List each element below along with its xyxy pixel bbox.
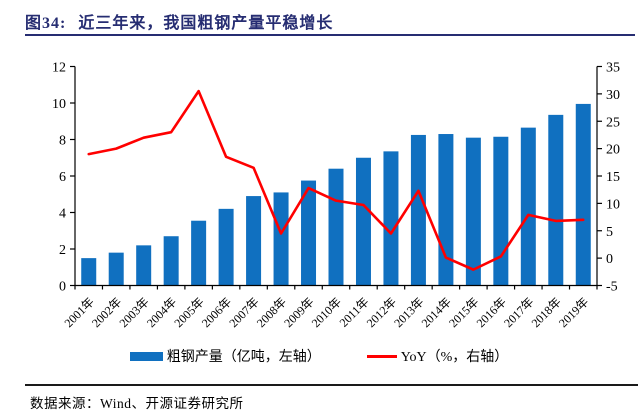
bar-2004年 xyxy=(163,236,179,286)
left-tick-label: 6 xyxy=(59,170,66,185)
yoy-line xyxy=(87,89,585,271)
right-tick-label: 25 xyxy=(606,115,620,130)
bar-2001年 xyxy=(81,258,97,286)
x-label-2011年: 2011年 xyxy=(337,295,372,330)
legend-label-line-series: YoY（%，右轴） xyxy=(400,350,509,365)
figure-number: 图34: xyxy=(25,15,67,32)
bar-2018年 xyxy=(548,114,564,286)
x-label-2017年: 2017年 xyxy=(501,295,536,330)
right-tick-label: -5 xyxy=(606,280,618,295)
x-label-2007年: 2007年 xyxy=(226,295,261,330)
bar-2012年 xyxy=(383,151,399,286)
bar-series-swatch xyxy=(129,351,163,361)
right-tick-label: 35 xyxy=(606,61,620,76)
left-tick-label: 8 xyxy=(59,134,66,149)
x-label-2001年: 2001年 xyxy=(61,295,96,330)
bar-2008年 xyxy=(273,192,289,286)
bar-2015年 xyxy=(465,137,481,286)
left-tick-label: 12 xyxy=(52,61,66,76)
x-label-2009年: 2009年 xyxy=(281,295,316,330)
x-label-2006年: 2006年 xyxy=(199,295,234,330)
bar-2002年 xyxy=(108,252,124,286)
x-label-2002年: 2002年 xyxy=(89,295,124,330)
bar-2006年 xyxy=(218,208,234,286)
bar-2019年 xyxy=(575,103,591,286)
data-source: 数据来源：Wind、开源证券研究所 xyxy=(30,396,244,411)
right-tick-label: 30 xyxy=(606,88,620,103)
x-label-2004年: 2004年 xyxy=(144,295,179,330)
x-label-2015年: 2015年 xyxy=(446,295,481,330)
right-tick-label: 20 xyxy=(606,143,620,158)
figure-title: 近三年来，我国粗钢产量平稳增长 xyxy=(78,15,334,32)
x-label-2018年: 2018年 xyxy=(529,295,564,330)
bar-2003年 xyxy=(136,245,152,286)
x-label-2008年: 2008年 xyxy=(254,295,289,330)
bar-2005年 xyxy=(191,220,207,286)
bar-2014年 xyxy=(438,134,454,286)
left-tick-label: 0 xyxy=(59,280,66,295)
x-label-2012年: 2012年 xyxy=(364,295,399,330)
chart-legend: 粗钢产量（亿吨，左轴） YoY（%，右轴） xyxy=(0,346,638,366)
bar-2011年 xyxy=(355,157,371,286)
legend-item-line-series: YoY（%，右轴） xyxy=(366,346,509,366)
right-tick-label: 0 xyxy=(606,252,613,267)
bar-2007年 xyxy=(246,196,262,286)
title-divider xyxy=(25,34,635,36)
legend-item-bar-series: 粗钢产量（亿吨，左轴） xyxy=(129,346,321,366)
right-tick-label: 10 xyxy=(606,197,620,212)
right-tick-label: 15 xyxy=(606,170,620,185)
footer-divider xyxy=(25,384,638,386)
left-tick-label: 2 xyxy=(59,243,66,258)
bar-2009年 xyxy=(301,180,317,286)
bar-2017年 xyxy=(520,127,536,286)
x-label-2005年: 2005年 xyxy=(171,295,206,330)
x-label-2010年: 2010年 xyxy=(309,295,344,330)
line-series-swatch xyxy=(366,354,397,358)
bar-2016年 xyxy=(493,136,509,286)
left-tick-label: 10 xyxy=(52,97,66,112)
right-tick-label: 5 xyxy=(606,225,613,240)
bar-2010年 xyxy=(328,168,344,286)
x-label-2016年: 2016年 xyxy=(474,295,509,330)
x-label-2003年: 2003年 xyxy=(116,295,151,330)
figure-title-row: 图34: 近三年来，我国粗钢产量平稳增长 xyxy=(25,9,333,33)
x-label-2013年: 2013年 xyxy=(391,295,426,330)
left-tick-label: 4 xyxy=(59,207,66,222)
crude-steel-chart: 0 2 4 6 8 10 12 -5 0 5 10 15 20 25 30 35 2001年2002年2003年… xyxy=(52,61,620,331)
legend-label-bar-series: 粗钢产量（亿吨，左轴） xyxy=(166,350,321,365)
x-label-2019年: 2019年 xyxy=(556,295,591,330)
x-label-2014年: 2014年 xyxy=(419,295,454,330)
bar-2013年 xyxy=(410,134,426,286)
